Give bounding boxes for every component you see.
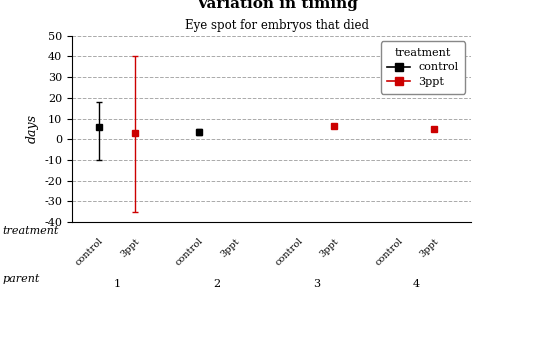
Text: 1: 1 <box>114 279 120 289</box>
Text: 3ppt: 3ppt <box>418 236 440 258</box>
Text: 3ppt: 3ppt <box>219 236 241 258</box>
Text: 3ppt: 3ppt <box>319 236 341 258</box>
Text: 3ppt: 3ppt <box>119 236 141 258</box>
Text: control: control <box>274 236 305 267</box>
Text: 4: 4 <box>413 279 419 289</box>
Text: control: control <box>74 236 105 267</box>
Text: control: control <box>174 236 205 267</box>
Text: control: control <box>373 236 404 267</box>
Y-axis label: days: days <box>25 114 39 144</box>
Text: Eye spot for embryos that died: Eye spot for embryos that died <box>185 19 369 32</box>
Text: treatment: treatment <box>3 226 59 236</box>
Text: 2: 2 <box>213 279 220 289</box>
Text: 3: 3 <box>313 279 320 289</box>
Text: Variation in timing: Variation in timing <box>196 0 358 11</box>
Text: parent: parent <box>3 274 40 284</box>
Legend: control, 3ppt: control, 3ppt <box>381 42 465 93</box>
